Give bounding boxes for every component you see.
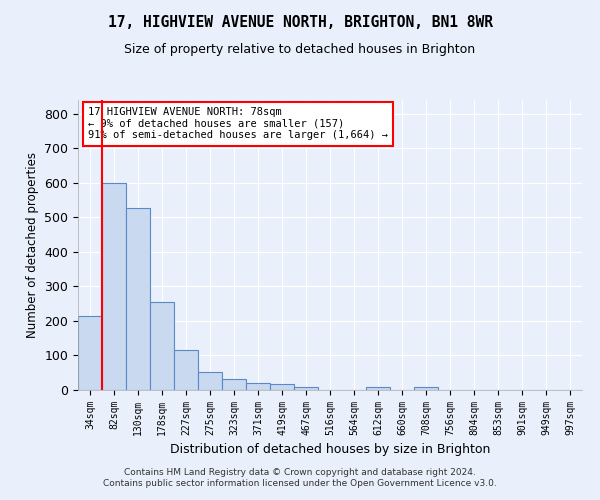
Bar <box>222 380 246 390</box>
Bar <box>366 386 390 390</box>
Bar <box>414 387 438 390</box>
Text: 17, HIGHVIEW AVENUE NORTH, BRIGHTON, BN1 8WR: 17, HIGHVIEW AVENUE NORTH, BRIGHTON, BN1… <box>107 15 493 30</box>
Text: Contains HM Land Registry data © Crown copyright and database right 2024.
Contai: Contains HM Land Registry data © Crown c… <box>103 468 497 487</box>
Bar <box>102 183 126 390</box>
Text: Size of property relative to detached houses in Brighton: Size of property relative to detached ho… <box>124 42 476 56</box>
Bar <box>150 302 174 390</box>
Bar <box>198 372 222 390</box>
Bar <box>294 386 318 390</box>
Text: 17 HIGHVIEW AVENUE NORTH: 78sqm
← 9% of detached houses are smaller (157)
91% of: 17 HIGHVIEW AVENUE NORTH: 78sqm ← 9% of … <box>88 108 388 140</box>
Bar <box>174 350 198 390</box>
Bar <box>270 384 294 390</box>
Bar <box>246 383 270 390</box>
Bar <box>126 208 150 390</box>
Y-axis label: Number of detached properties: Number of detached properties <box>26 152 39 338</box>
Bar <box>78 316 102 390</box>
X-axis label: Distribution of detached houses by size in Brighton: Distribution of detached houses by size … <box>170 444 490 456</box>
